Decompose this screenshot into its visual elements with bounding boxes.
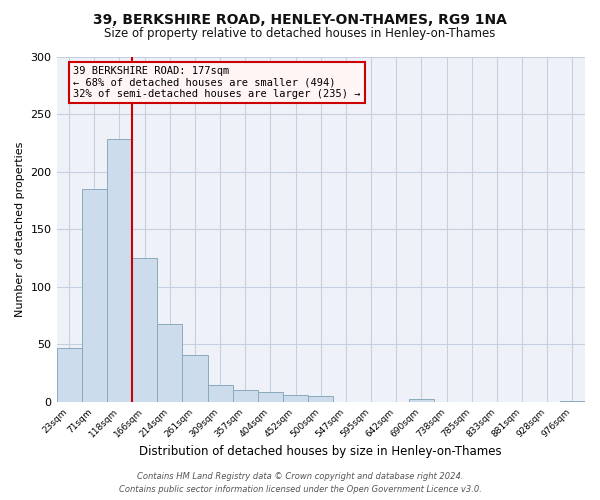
Text: Contains HM Land Registry data © Crown copyright and database right 2024.
Contai: Contains HM Land Registry data © Crown c… — [119, 472, 481, 494]
Bar — [182, 355, 208, 402]
Bar — [132, 258, 157, 402]
X-axis label: Distribution of detached houses by size in Henley-on-Thames: Distribution of detached houses by size … — [139, 444, 502, 458]
Bar — [308, 396, 334, 402]
Bar — [107, 140, 132, 402]
Bar — [56, 348, 82, 402]
Bar — [233, 390, 258, 402]
Bar — [560, 401, 585, 402]
Bar — [258, 392, 283, 402]
Text: 39, BERKSHIRE ROAD, HENLEY-ON-THAMES, RG9 1NA: 39, BERKSHIRE ROAD, HENLEY-ON-THAMES, RG… — [93, 12, 507, 26]
Y-axis label: Number of detached properties: Number of detached properties — [15, 142, 25, 317]
Bar — [409, 398, 434, 402]
Bar — [82, 189, 107, 402]
Bar — [208, 384, 233, 402]
Bar — [157, 324, 182, 402]
Text: 39 BERKSHIRE ROAD: 177sqm
← 68% of detached houses are smaller (494)
32% of semi: 39 BERKSHIRE ROAD: 177sqm ← 68% of detac… — [73, 66, 361, 99]
Bar — [283, 395, 308, 402]
Text: Size of property relative to detached houses in Henley-on-Thames: Size of property relative to detached ho… — [104, 28, 496, 40]
